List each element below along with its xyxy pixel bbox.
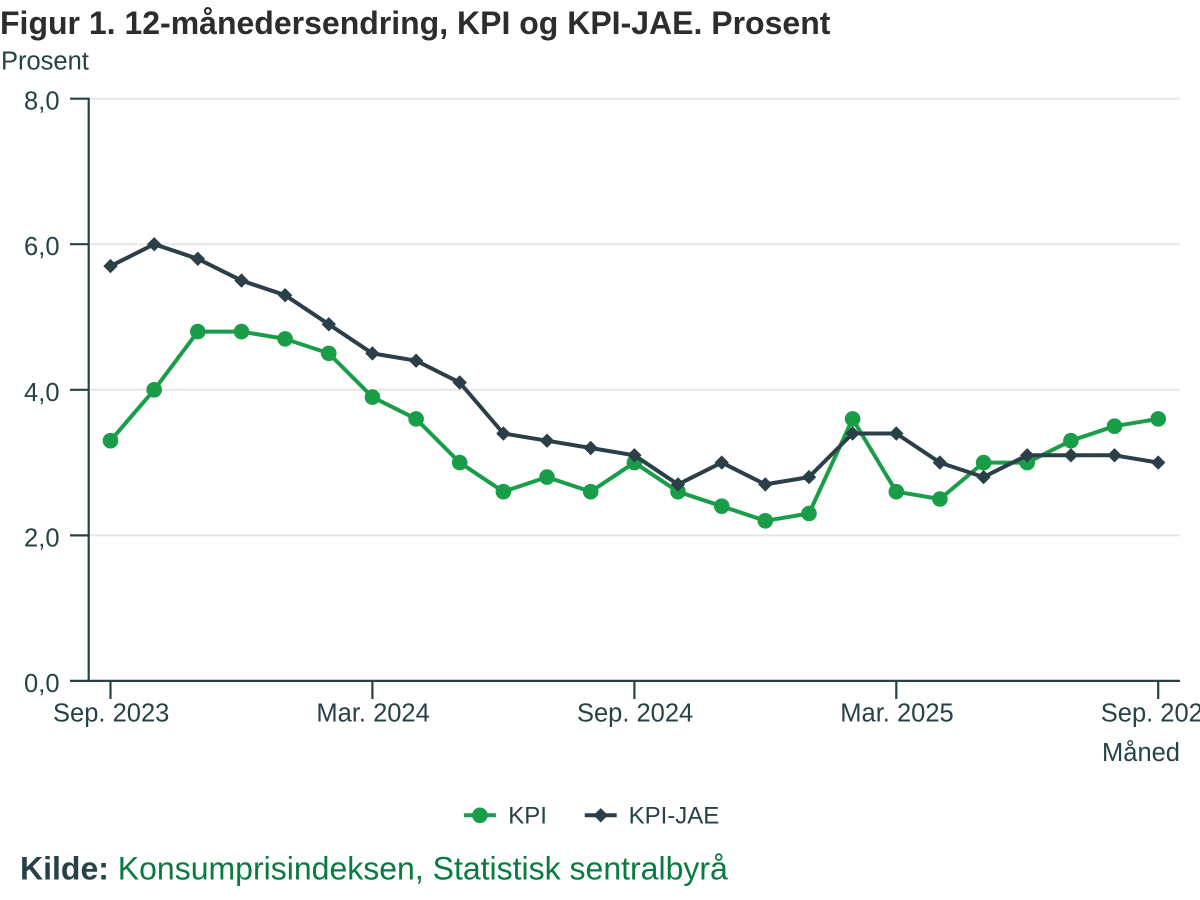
svg-text:Mar. 2025: Mar. 2025 (840, 699, 953, 727)
svg-text:Sep. 2023: Sep. 2023 (53, 699, 169, 727)
svg-text:4,0: 4,0 (24, 379, 59, 407)
svg-text:Prosent: Prosent (1, 48, 89, 76)
svg-text:2,0: 2,0 (24, 524, 59, 552)
svg-text:Figur 1. 12-månedersendring, K: Figur 1. 12-månedersendring, KPI og KPI-… (0, 5, 831, 41)
svg-text:0,0: 0,0 (24, 670, 59, 698)
svg-text:6,0: 6,0 (24, 233, 59, 261)
svg-text:Mar. 2024: Mar. 2024 (316, 699, 429, 727)
svg-text:Måned: Måned (1102, 739, 1180, 767)
svg-text:KPI-JAE: KPI-JAE (629, 802, 720, 829)
svg-text:8,0: 8,0 (24, 88, 59, 116)
svg-text:Sep. 2025: Sep. 2025 (1101, 699, 1200, 727)
svg-text:Kilde: Konsumprisindeksen, Sta: Kilde: Konsumprisindeksen, Statistisk se… (20, 851, 728, 887)
svg-text:Sep. 2024: Sep. 2024 (577, 699, 693, 727)
svg-text:KPI: KPI (508, 802, 547, 829)
